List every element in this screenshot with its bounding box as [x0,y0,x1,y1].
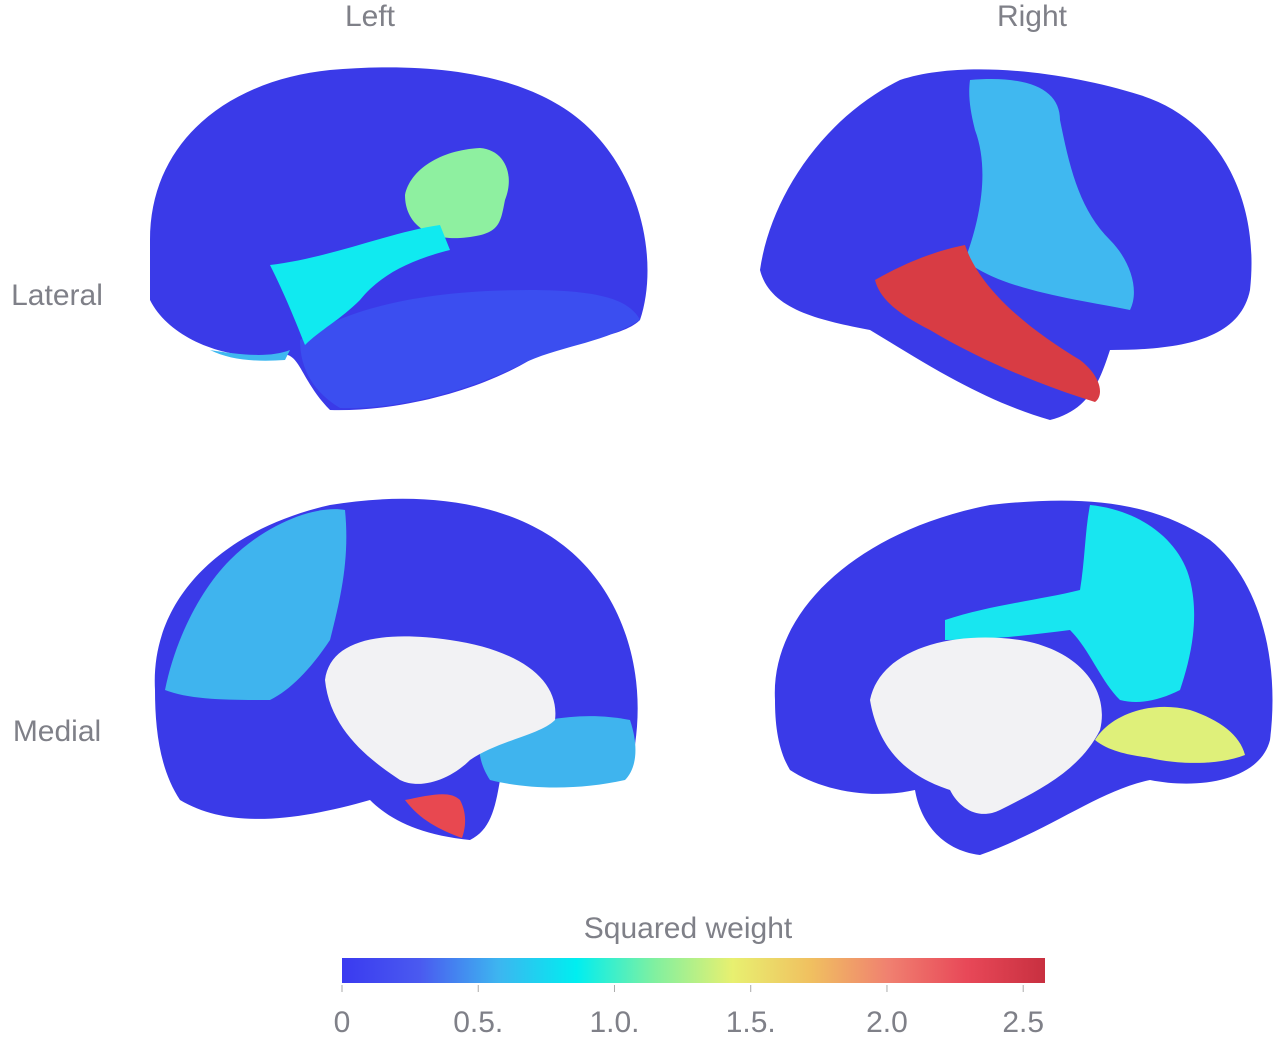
tick-label: 0.5. [453,1006,503,1039]
tick-label: 1.5. [726,1006,776,1039]
column-label: Left [345,0,396,33]
tick-label: 2.5 [1002,1006,1044,1039]
brain-left-medial [154,498,638,840]
row-label: Lateral [11,279,103,312]
brain-right-medial [774,500,1273,855]
colorbar [342,958,1045,983]
column-label: Right [997,0,1068,33]
brain-right-lateral [760,69,1252,421]
row-label: Medial [13,715,101,748]
colorbar-title: Squared weight [584,912,793,945]
tick-label: 0 [334,1006,351,1039]
tick-label: 2.0 [866,1006,908,1039]
brain-left-lateral [150,67,648,411]
tick-label: 1.0. [589,1006,639,1039]
